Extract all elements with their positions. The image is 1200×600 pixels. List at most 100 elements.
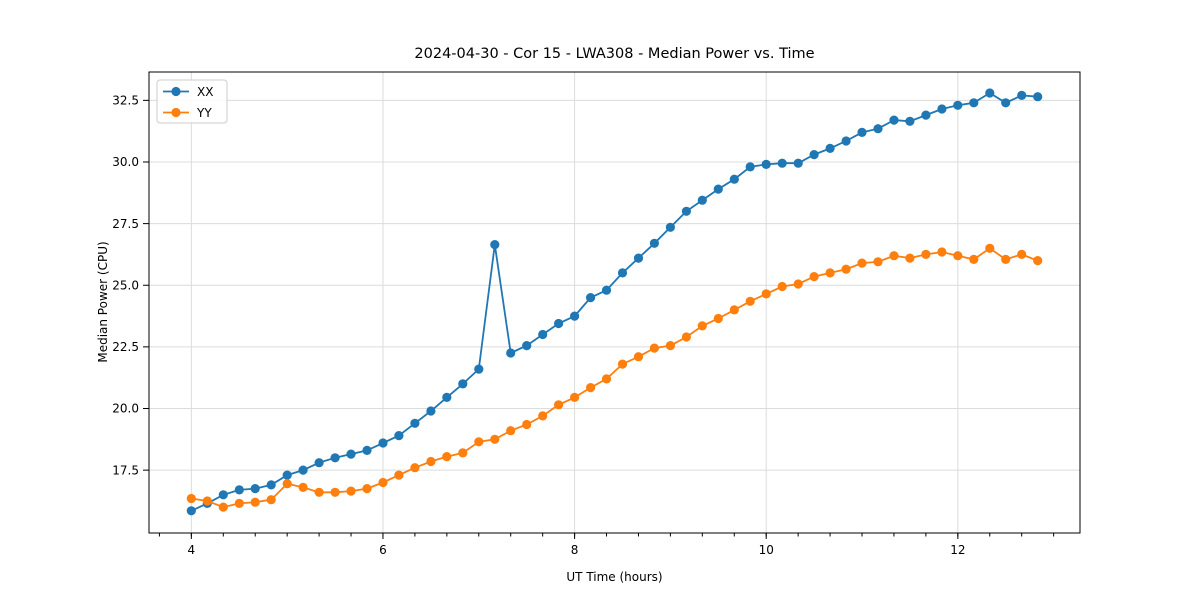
data-point-YY bbox=[777, 281, 787, 292]
data-point-YY bbox=[266, 495, 276, 505]
plot-frame bbox=[148, 71, 1081, 534]
data-point-YY bbox=[649, 343, 660, 353]
data-point-YY bbox=[953, 251, 963, 261]
data-point-YY bbox=[745, 296, 755, 306]
data-point-XX bbox=[825, 143, 835, 153]
data-point-XX bbox=[681, 206, 692, 216]
data-point-XX bbox=[793, 158, 803, 168]
data-point-YY bbox=[282, 479, 292, 489]
data-point-XX bbox=[649, 238, 660, 248]
data-point-YY bbox=[633, 352, 644, 362]
data-point-YY bbox=[713, 313, 723, 324]
data-point-XX bbox=[362, 445, 372, 455]
data-point-YY bbox=[761, 289, 771, 299]
data-point-XX bbox=[985, 88, 995, 98]
data-point-XX bbox=[410, 418, 420, 428]
data-point-XX bbox=[506, 348, 516, 358]
x-tick-label: 10 bbox=[759, 543, 774, 557]
data-point-YY bbox=[554, 400, 564, 410]
data-point-XX bbox=[266, 480, 276, 490]
data-point-XX bbox=[809, 150, 819, 160]
legend-marker-YY bbox=[171, 107, 181, 118]
data-point-XX bbox=[777, 158, 787, 168]
grid bbox=[149, 72, 1080, 533]
y-tick-label: 25.0 bbox=[112, 278, 139, 292]
data-point-XX bbox=[538, 329, 548, 340]
data-point-YY bbox=[378, 477, 388, 488]
x-tick-label: 8 bbox=[571, 543, 579, 557]
data-point-YY bbox=[1001, 254, 1011, 264]
data-point-XX bbox=[1001, 98, 1011, 108]
data-point-YY bbox=[490, 434, 500, 444]
data-point-YY bbox=[969, 254, 979, 264]
legend-item-YY: YY bbox=[163, 106, 212, 120]
data-point-XX bbox=[633, 253, 644, 263]
legend-marker-XX bbox=[171, 86, 181, 97]
data-point-XX bbox=[937, 104, 947, 114]
data-point-YY bbox=[1017, 249, 1027, 259]
y-axis: 17.5 20.0 22.5 25.0 27.5 30.0 32.5 bbox=[112, 94, 149, 477]
data-point-XX bbox=[713, 184, 723, 194]
y-tick-label: 30.0 bbox=[112, 155, 139, 169]
series-YY bbox=[186, 243, 1043, 512]
data-point-XX bbox=[921, 110, 931, 120]
data-point-XX bbox=[314, 458, 324, 468]
data-point-YY bbox=[474, 437, 484, 447]
y-tick-label: 27.5 bbox=[112, 217, 139, 231]
data-point-XX bbox=[969, 98, 979, 108]
data-point-XX bbox=[474, 364, 484, 374]
data-point-YY bbox=[873, 257, 883, 267]
data-point-YY bbox=[793, 279, 803, 289]
data-point-XX bbox=[905, 116, 915, 126]
data-point-YY bbox=[921, 249, 931, 259]
x-minor-ticks bbox=[158, 533, 1055, 537]
data-point-XX bbox=[697, 195, 707, 205]
x-axis-label: UT Time (hours) bbox=[566, 570, 663, 584]
data-point-YY bbox=[394, 470, 404, 480]
data-point-YY bbox=[298, 482, 308, 492]
data-point-XX bbox=[282, 470, 292, 480]
data-point-YY bbox=[1033, 256, 1043, 266]
data-point-YY bbox=[857, 258, 867, 268]
data-point-YY bbox=[601, 374, 612, 384]
y-tick-label: 20.0 bbox=[112, 402, 139, 416]
data-point-YY bbox=[522, 419, 532, 430]
data-point-XX bbox=[186, 506, 196, 516]
data-point-XX bbox=[442, 392, 452, 402]
data-point-XX bbox=[745, 162, 755, 172]
data-point-YY bbox=[825, 268, 835, 278]
data-point-YY bbox=[330, 487, 340, 497]
data-point-XX bbox=[761, 159, 771, 169]
data-point-YY bbox=[681, 332, 692, 342]
data-point-XX bbox=[458, 379, 468, 389]
data-point-YY bbox=[809, 272, 819, 282]
data-point-YY bbox=[905, 253, 915, 263]
data-point-YY bbox=[186, 493, 196, 504]
y-tick-label: 22.5 bbox=[112, 340, 139, 354]
data-point-XX bbox=[729, 174, 739, 184]
data-point-YY bbox=[538, 411, 548, 421]
data-point-XX bbox=[857, 127, 867, 137]
data-point-YY bbox=[570, 392, 580, 402]
x-tick-label: 12 bbox=[950, 543, 965, 557]
data-point-XX bbox=[250, 484, 260, 494]
data-point-YY bbox=[458, 448, 468, 458]
data-point-XX bbox=[665, 222, 676, 232]
data-point-YY bbox=[346, 486, 356, 496]
data-point-YY bbox=[617, 359, 628, 369]
data-point-YY bbox=[889, 251, 899, 261]
chart-title: 2024-04-30 - Cor 15 - LWA308 - Median Po… bbox=[414, 46, 815, 62]
data-point-YY bbox=[314, 487, 324, 497]
data-point-XX bbox=[841, 136, 851, 146]
series-XX bbox=[186, 88, 1043, 516]
data-point-XX bbox=[873, 124, 883, 134]
x-axis: 4 6 8 10 12 bbox=[188, 533, 965, 557]
data-point-XX bbox=[346, 449, 356, 459]
data-point-YY bbox=[586, 383, 596, 393]
data-point-XX bbox=[889, 115, 899, 125]
data-point-XX bbox=[330, 453, 340, 463]
data-point-XX bbox=[522, 341, 532, 351]
data-point-XX bbox=[1017, 90, 1027, 100]
data-point-YY bbox=[841, 264, 851, 274]
